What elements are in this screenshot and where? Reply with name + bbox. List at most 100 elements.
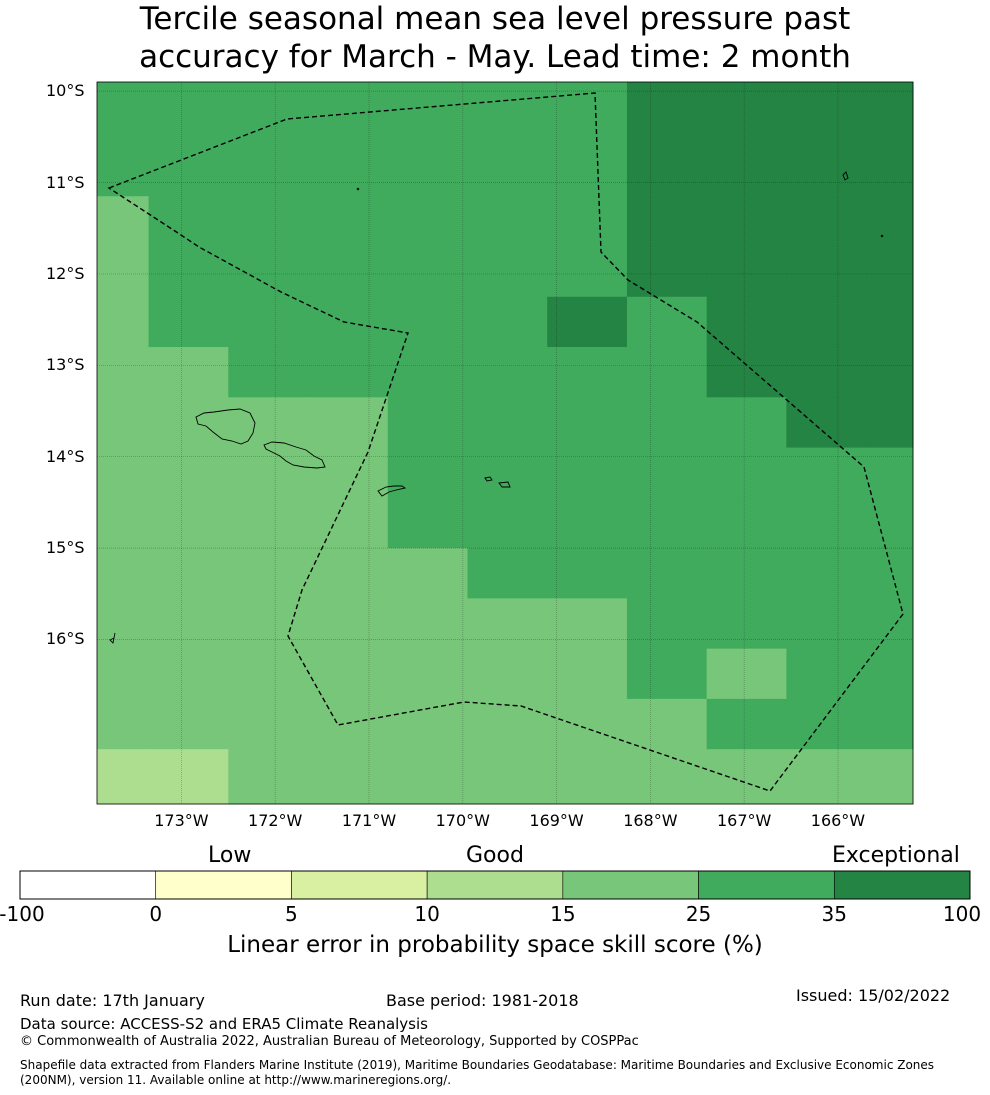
skill-cell — [97, 497, 150, 549]
map-frame — [96, 81, 914, 805]
skill-cell — [547, 246, 628, 298]
base-period: Base period: 1981-2018 — [386, 991, 579, 1010]
longitude-label: 169°W — [529, 811, 584, 830]
skill-cell — [786, 82, 867, 197]
skill-cell — [387, 397, 468, 449]
colorbar-tick-label: 35 — [821, 902, 847, 926]
skill-cell — [387, 698, 468, 750]
skill-cell — [626, 347, 708, 398]
skill-cell — [387, 246, 468, 298]
skill-cell — [706, 82, 787, 197]
island-swains — [842, 171, 849, 181]
skill-cell — [547, 447, 628, 499]
colorbar-tick-label: -100 — [0, 902, 45, 926]
skill-cell — [387, 196, 468, 248]
skill-cell — [148, 749, 229, 805]
skill-cell — [467, 82, 548, 197]
skill-cell — [786, 548, 867, 599]
island-small-2 — [880, 234, 884, 238]
skill-cell — [547, 347, 628, 398]
skill-cell — [97, 598, 150, 650]
latitude-label: 11°S — [46, 172, 85, 192]
skill-cell — [228, 196, 309, 248]
skill-cell — [97, 698, 150, 750]
skill-cell — [786, 447, 867, 499]
skill-cell — [387, 447, 468, 499]
map-gridlines — [97, 82, 913, 804]
skill-cell — [866, 347, 914, 398]
skill-cell — [148, 548, 229, 599]
skill-cell — [228, 246, 309, 298]
skill-cell — [387, 296, 468, 348]
skill-cell — [786, 749, 867, 805]
skill-cell — [97, 548, 150, 599]
skill-cell — [626, 749, 708, 805]
skill-cell — [148, 447, 229, 499]
skill-cell — [148, 397, 229, 449]
skill-cell — [547, 397, 628, 449]
skill-cell — [228, 296, 309, 348]
skill-cell — [626, 296, 708, 348]
skill-cell — [308, 82, 389, 197]
skill-cell — [706, 296, 787, 348]
skill-cell — [97, 246, 150, 298]
skill-cell — [228, 598, 309, 650]
skill-cell — [706, 598, 787, 650]
skill-cell — [467, 447, 548, 499]
category-label-low: Low — [208, 843, 252, 868]
skill-cell — [97, 196, 150, 248]
skill-cell — [387, 82, 468, 197]
skill-cell — [547, 698, 628, 750]
skill-cell — [228, 347, 309, 398]
skill-cell — [148, 497, 229, 549]
shapefile-credit-2: (200NM), version 11. Available online at… — [20, 1073, 452, 1087]
skill-cell — [97, 648, 150, 700]
colorbar-segment — [698, 870, 835, 900]
skill-cell — [706, 196, 787, 248]
skill-cell — [148, 82, 229, 197]
longitude-label: 173°W — [154, 811, 209, 830]
latitude-label: 16°S — [46, 629, 85, 649]
latitude-label: 13°S — [46, 355, 85, 375]
skill-cell — [228, 648, 309, 700]
data-source: Data source: ACCESS-S2 and ERA5 Climate … — [20, 1015, 428, 1033]
skill-cell — [547, 749, 628, 805]
island-ofu — [484, 476, 493, 482]
skill-cell — [387, 648, 468, 700]
skill-cell — [547, 548, 628, 599]
skill-cell — [706, 246, 787, 298]
longitude-label: 171°W — [341, 811, 397, 830]
skill-cell — [786, 648, 867, 700]
longitude-label: 170°W — [435, 811, 490, 830]
skill-cell — [467, 196, 548, 248]
skill-cell — [467, 598, 548, 650]
skill-cell — [626, 598, 708, 650]
skill-cell — [866, 246, 914, 298]
skill-cell — [228, 698, 309, 750]
skill-cell — [228, 447, 309, 499]
longitude-label: 166°W — [810, 811, 866, 830]
skill-cell — [626, 397, 708, 449]
skill-cell — [228, 497, 309, 549]
colorbar-title: Linear error in probability space skill … — [227, 932, 763, 958]
skill-cell — [786, 397, 867, 449]
colorbar-tick-label: 5 — [285, 902, 298, 926]
skill-cell — [148, 598, 229, 650]
colorbar-tick-label: 15 — [550, 902, 576, 926]
colorbar-outline — [19, 870, 971, 900]
skill-cell — [706, 447, 787, 499]
skill-cell — [467, 246, 548, 298]
skill-cell — [866, 296, 914, 348]
skill-cell — [148, 246, 229, 298]
shapefile-credit-1: Shapefile data extracted from Flanders M… — [20, 1058, 935, 1072]
skill-cell — [387, 347, 468, 398]
skill-cell — [97, 397, 150, 449]
skill-cell — [148, 648, 229, 700]
latitude-label: 10°S — [46, 81, 85, 101]
skill-cell — [866, 397, 914, 449]
skill-cell — [786, 347, 867, 398]
eez-boundary — [107, 92, 904, 792]
map-title: Tercile seasonal mean sea level pressure… — [0, 0, 990, 76]
island-savaii — [195, 408, 256, 445]
